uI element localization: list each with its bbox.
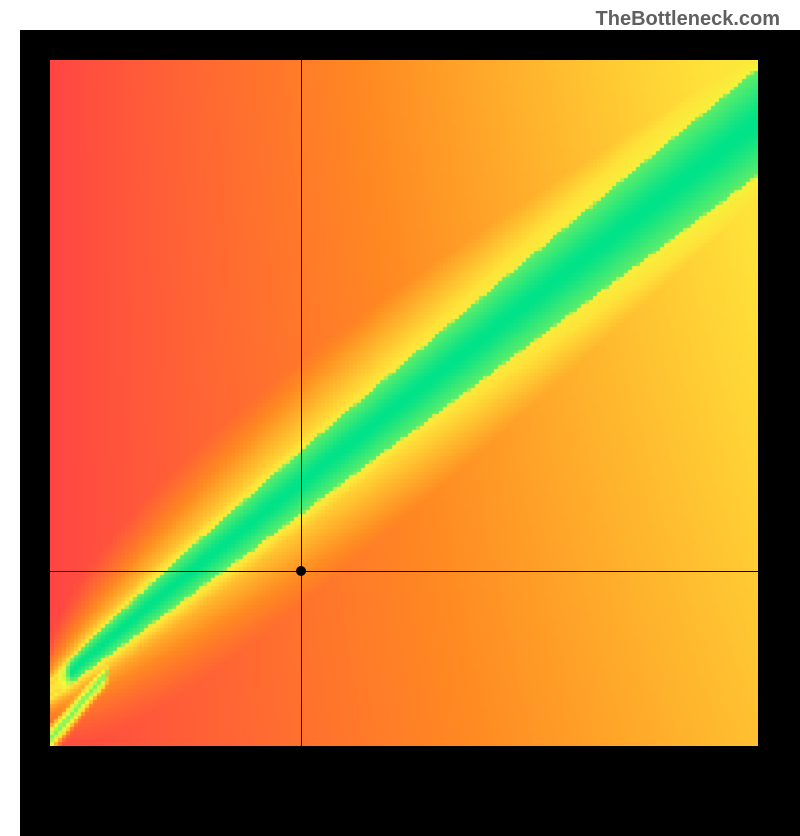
heatmap-canvas bbox=[50, 60, 758, 746]
plot-area bbox=[20, 30, 800, 836]
crosshair-vertical bbox=[301, 60, 302, 746]
chart-container: TheBottleneck.com bbox=[0, 0, 800, 800]
watermark-text: TheBottleneck.com bbox=[596, 8, 780, 31]
crosshair-horizontal bbox=[50, 571, 758, 572]
